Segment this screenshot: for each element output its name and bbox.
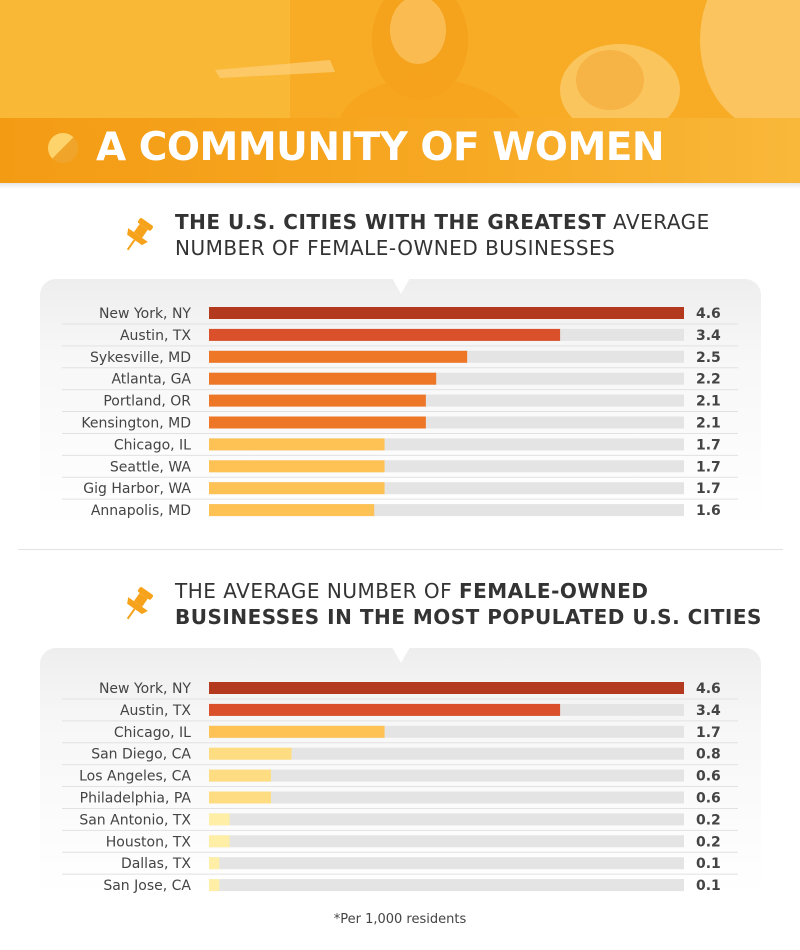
category-label: Chicago, IL — [114, 725, 191, 741]
category-label: Dallas, TX — [121, 856, 191, 872]
value-label: 2.1 — [696, 394, 721, 410]
value-label: 0.6 — [696, 769, 721, 785]
value-label: 2.2 — [696, 372, 721, 388]
push-pin-icon — [126, 218, 153, 251]
value-label: 0.6 — [696, 791, 721, 807]
page-title: A COMMUNITY OF WOMEN — [96, 125, 665, 170]
value-label: 0.2 — [696, 834, 721, 850]
title-band — [0, 118, 800, 183]
value-label: 0.2 — [696, 812, 721, 828]
bar — [209, 416, 426, 429]
bar — [209, 460, 385, 473]
section2-title: THE AVERAGE NUMBER OF FEMALE-OWNED BUSIN… — [175, 578, 775, 630]
value-label: 2.1 — [696, 416, 721, 432]
category-label: San Antonio, TX — [79, 812, 191, 828]
bullet-dot-icon — [48, 133, 78, 163]
category-label: San Diego, CA — [91, 747, 191, 763]
bar — [209, 879, 220, 892]
category-label: Austin, TX — [120, 328, 191, 344]
bar — [209, 747, 292, 760]
bar-track — [209, 504, 684, 517]
bar — [209, 857, 220, 870]
bar — [209, 504, 375, 517]
bar — [209, 769, 271, 782]
value-label: 1.7 — [696, 481, 721, 497]
value-label: 1.7 — [696, 437, 721, 453]
bar — [209, 350, 468, 363]
bar-track — [209, 769, 684, 782]
category-label: New York, NY — [99, 681, 191, 697]
section2-title-light: THE AVERAGE NUMBER OF — [175, 579, 459, 603]
bar — [209, 438, 385, 451]
value-label: 4.6 — [696, 681, 721, 697]
bar-track — [209, 813, 684, 826]
bar-track — [209, 857, 684, 870]
category-label: Atlanta, GA — [111, 372, 191, 388]
category-label: Chicago, IL — [114, 437, 191, 453]
bar-track — [209, 879, 684, 892]
bar-track — [209, 747, 684, 760]
category-label: Annapolis, MD — [91, 503, 191, 519]
panel-notch — [392, 647, 410, 663]
category-label: Gig Harbor, WA — [83, 481, 191, 497]
push-pin-icon — [126, 587, 153, 620]
category-label: San Jose, CA — [103, 878, 191, 894]
category-label: Sykesville, MD — [90, 350, 191, 366]
section1-title-bold: THE U.S. CITIES WITH THE GREATEST — [175, 210, 607, 234]
footnote: *Per 1,000 residents — [333, 912, 467, 927]
value-label: 1.7 — [696, 459, 721, 475]
panel-notch — [392, 278, 410, 294]
value-label: 4.6 — [696, 306, 721, 322]
section2-title-line2: BUSINESSES IN THE MOST POPULATED U.S. CI… — [175, 605, 762, 629]
women-at-whiteboard-photo — [0, 0, 800, 118]
bar — [209, 372, 437, 385]
banner-shadow — [0, 183, 800, 189]
bar — [209, 328, 561, 341]
bar — [209, 725, 385, 738]
section1-title-line2: NUMBER OF FEMALE-OWNED BUSINESSES — [175, 236, 616, 260]
value-label: 1.6 — [696, 503, 721, 519]
value-label: 1.7 — [696, 725, 721, 741]
value-label: 0.8 — [696, 747, 721, 763]
bar — [209, 813, 230, 826]
section1-title-rest: AVERAGE — [606, 210, 710, 234]
category-label: Austin, TX — [120, 703, 191, 719]
section1-title: THE U.S. CITIES WITH THE GREATEST AVERAG… — [175, 209, 775, 261]
category-label: Houston, TX — [106, 834, 192, 850]
header-banner: A COMMUNITY OF WOMEN — [0, 0, 800, 183]
bar — [209, 482, 385, 495]
bar — [209, 835, 230, 848]
category-label: New York, NY — [99, 306, 191, 322]
section2-title-bold: FEMALE-OWNED — [458, 579, 649, 603]
value-label: 2.5 — [696, 350, 721, 366]
category-label: Los Angeles, CA — [79, 769, 191, 785]
category-label: Kensington, MD — [81, 416, 191, 432]
bar — [209, 791, 271, 804]
bar — [209, 394, 426, 407]
section-divider — [18, 549, 783, 550]
bar — [209, 703, 561, 716]
value-label: 0.1 — [696, 878, 721, 894]
value-label: 3.4 — [696, 328, 721, 344]
bar — [209, 307, 684, 319]
value-label: 3.4 — [696, 703, 721, 719]
value-label: 0.1 — [696, 856, 721, 872]
bar-track — [209, 791, 684, 804]
category-label: Portland, OR — [103, 394, 191, 410]
bar — [209, 682, 684, 694]
category-label: Seattle, WA — [110, 459, 192, 475]
bar-track — [209, 835, 684, 848]
category-label: Philadelphia, PA — [80, 791, 192, 807]
